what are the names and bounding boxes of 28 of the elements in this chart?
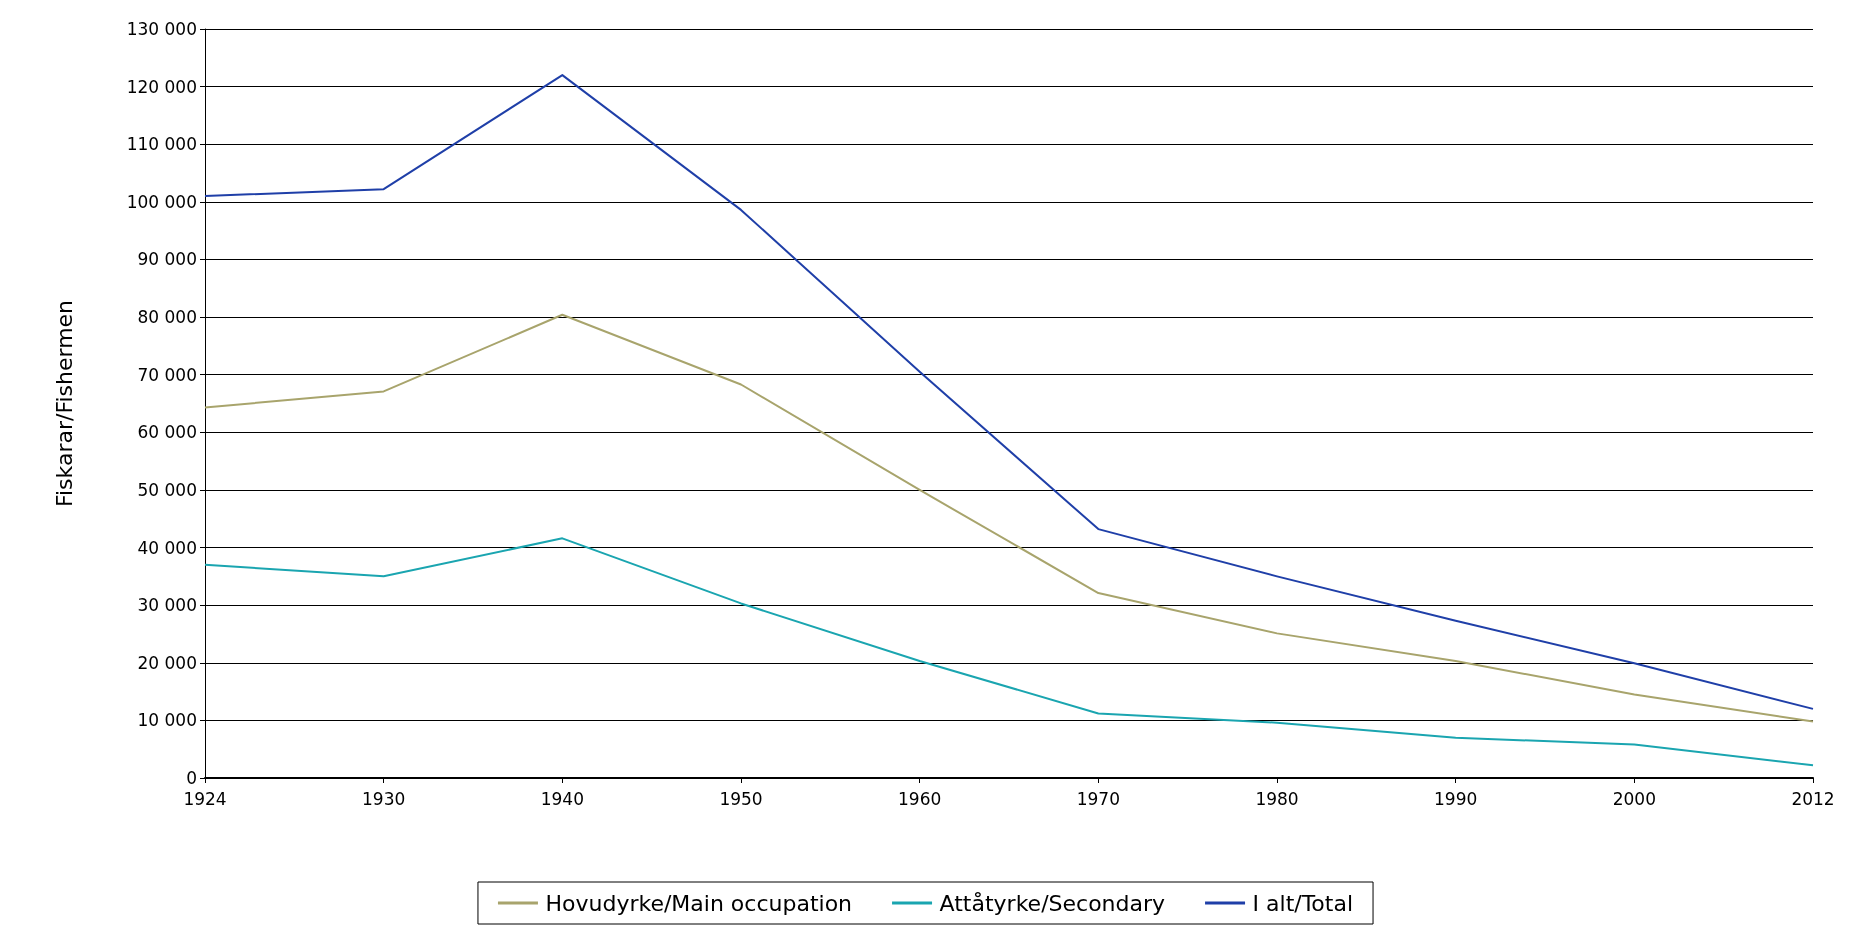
y-tick-label: 130 000 (126, 19, 197, 39)
x-tick-label: 2000 (1612, 788, 1656, 809)
y-tick-label: 120 000 (126, 76, 197, 97)
x-tick-label: 1960 (898, 788, 942, 809)
x-tick-label: 2012 (1791, 788, 1835, 809)
x-tick-label: 1990 (1434, 788, 1478, 809)
x-tick-label: 1980 (1255, 788, 1299, 809)
y-tick-label: 90 000 (137, 249, 197, 270)
y-tick-label: 100 000 (126, 191, 197, 212)
legend-label: I alt/Total (1252, 890, 1354, 916)
x-tick-label: 1924 (183, 788, 227, 809)
x-tick-label: 1950 (719, 788, 763, 809)
y-axis-title: Fiskarar/Fishermen (51, 299, 77, 508)
x-tick-label: 1970 (1076, 788, 1120, 809)
y-tick-label: 60 000 (137, 422, 197, 443)
y-tick-label: 30 000 (137, 595, 197, 616)
y-tick-label: 40 000 (137, 537, 197, 558)
y-tick-label: 110 000 (126, 134, 197, 155)
y-tick-label: 50 000 (137, 479, 197, 500)
y-tick-label: 70 000 (137, 364, 197, 385)
y-tick-label: 80 000 (137, 307, 197, 328)
legend-label: Hovudyrke/Main occupation (545, 890, 853, 916)
y-tick-label: 0 (186, 768, 197, 788)
x-tick-label: 1940 (540, 788, 584, 809)
legend-label: Attåtyrke/Secondary (939, 890, 1166, 916)
x-tick-label: 1930 (362, 788, 406, 809)
y-tick-label: 10 000 (137, 710, 197, 731)
y-tick-label: 20 000 (137, 652, 197, 673)
